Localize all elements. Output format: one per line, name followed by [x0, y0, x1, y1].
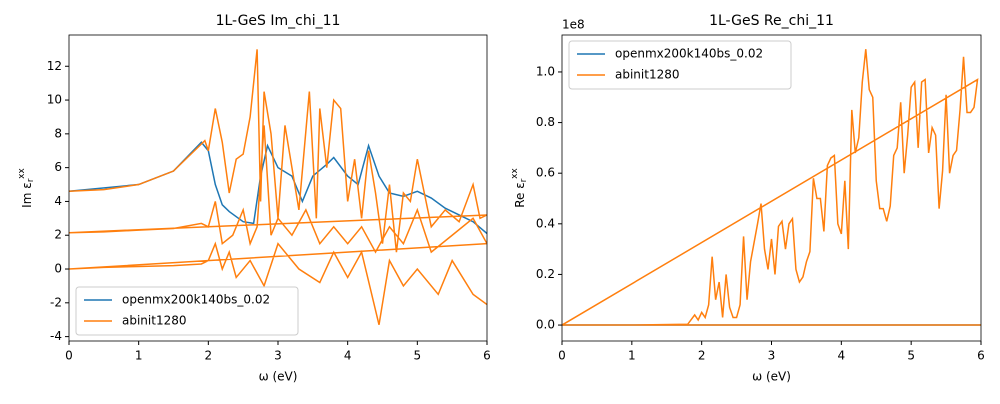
y-tick-label: 0.4 — [536, 216, 555, 230]
x-tick-label: 3 — [768, 349, 776, 363]
chart-title: 1L-GeS Re_chi_11 — [709, 13, 834, 29]
y-label-text: Im ε — [20, 182, 34, 208]
legend-label: abinit1280 — [615, 68, 680, 82]
y-axis-label: Re εrxx — [510, 168, 529, 208]
y-label-text: Re ε — [513, 182, 527, 207]
chart-title: 1L-GeS Im_chi_11 — [216, 13, 341, 29]
y-label-sub: r — [519, 178, 529, 182]
y-tick-label: 4 — [54, 194, 62, 208]
x-tick-label: 4 — [344, 349, 352, 363]
y-tick-label: 0.2 — [536, 267, 555, 281]
axes-frame — [561, 34, 982, 342]
legend: openmx200k140bs_0.02 abinit1280 — [568, 40, 792, 90]
y-tick-label: 0.6 — [536, 166, 555, 180]
y-label-sub: r — [26, 178, 36, 182]
x-tick-label: 5 — [907, 349, 915, 363]
y-tick-label: -2 — [50, 295, 62, 309]
x-tick-label: 1 — [628, 349, 636, 363]
y-tick-label: 8 — [54, 126, 62, 140]
y-tick-label: 2 — [54, 228, 62, 242]
x-tick-label: 3 — [274, 349, 282, 363]
data-line — [69, 49, 487, 325]
y-label-sup: xx — [17, 168, 27, 179]
x-tick-label: 0 — [65, 349, 73, 363]
y-tick-label: 10 — [47, 93, 62, 107]
y-tick-label: 12 — [47, 59, 62, 73]
y-axis-label: Im εrxx — [17, 168, 36, 208]
y-tick-label: -4 — [50, 329, 62, 343]
legend-box — [75, 286, 299, 336]
x-tick-label: 2 — [205, 349, 213, 363]
x-tick-label: 2 — [698, 349, 706, 363]
x-tick-label: 6 — [977, 349, 985, 363]
legend-label: abinit1280 — [122, 314, 187, 328]
y-label-sup: xx — [510, 168, 520, 179]
x-tick-label: 6 — [483, 349, 491, 363]
legend: openmx200k140bs_0.02 abinit1280 — [75, 286, 299, 336]
y-tick-label: 0.0 — [536, 318, 555, 332]
x-tick-label: 5 — [414, 349, 422, 363]
axes-frame — [68, 34, 488, 342]
y-tick-label: 0.8 — [536, 115, 555, 129]
subplot: 1L-GeS Re_chi_11 0 1 2 3 4 5 6 0.0 0.2 0.4 0.6 0.8 1.… — [510, 13, 985, 384]
legend-box — [568, 40, 792, 90]
y-tick-label: 6 — [54, 160, 62, 174]
data-line — [562, 49, 981, 326]
x-tick-label: 1 — [135, 349, 143, 363]
y-tick-label: 1.0 — [536, 64, 555, 78]
legend-label: openmx200k140bs_0.02 — [122, 293, 270, 307]
legend-label: openmx200k140bs_0.02 — [615, 47, 763, 61]
data-line — [69, 141, 487, 235]
x-axis-label: ω (eV) — [752, 370, 791, 384]
x-axis-label: ω (eV) — [259, 370, 298, 384]
y-offset-text: 1e8 — [562, 18, 585, 32]
x-tick-label: 0 — [558, 349, 566, 363]
x-tick-label: 4 — [838, 349, 846, 363]
y-tick-label: 0 — [54, 262, 62, 276]
